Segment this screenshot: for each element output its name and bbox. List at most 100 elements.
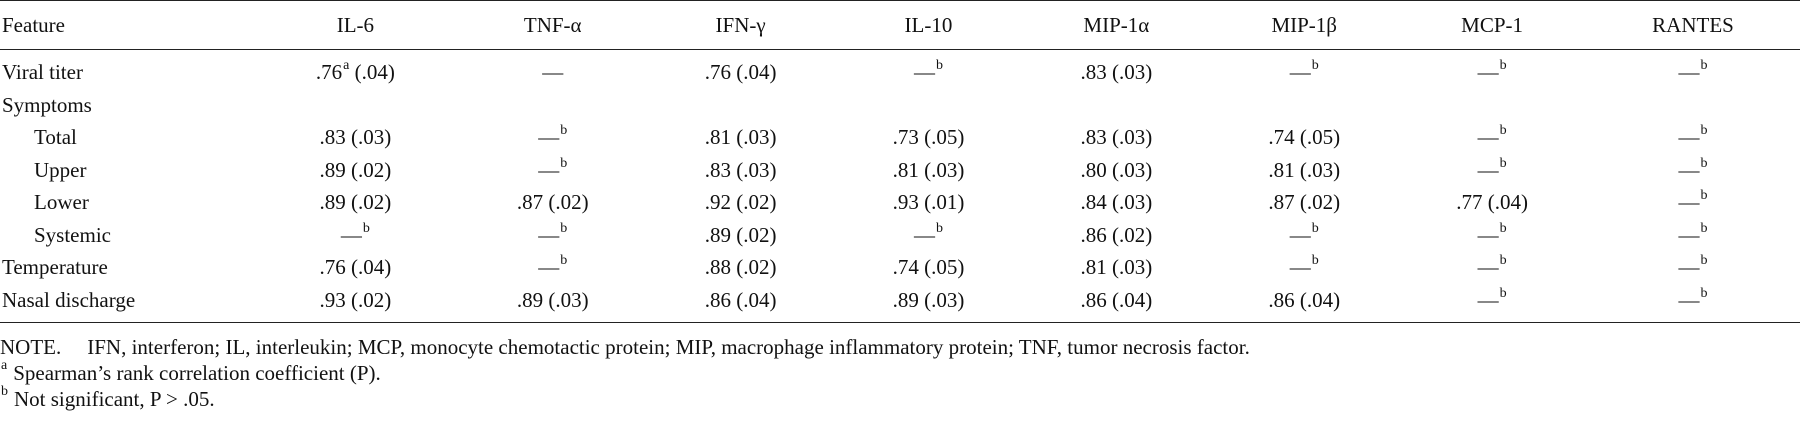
cell-value: .87 (.02) bbox=[516, 190, 589, 214]
table-cell: .83 (.03) bbox=[1022, 50, 1210, 89]
footnote-mark: a bbox=[1, 358, 8, 373]
table-cell: .87 (.02) bbox=[1210, 186, 1398, 219]
table-cell bbox=[1586, 89, 1800, 122]
cell-value: — bbox=[538, 125, 560, 149]
cell-value: — bbox=[913, 222, 935, 247]
cell-value: .93 (.02) bbox=[319, 287, 392, 312]
row-label: Viral titer bbox=[2, 60, 83, 84]
cell-value: — bbox=[913, 60, 935, 84]
cell-value: .76 (.04) bbox=[704, 60, 777, 84]
footnote-marker: b bbox=[560, 123, 568, 138]
footnote-marker: b bbox=[1700, 123, 1708, 138]
table-cell: —b bbox=[1210, 50, 1398, 89]
cell-value: .87 (.02) bbox=[1268, 190, 1341, 214]
header-row: Feature IL-6 TNF-α IFN-γ IL-10 MIP-1α MI… bbox=[0, 0, 1800, 50]
footnote-marker: b bbox=[1700, 188, 1708, 203]
cell-value: .86 (.04) bbox=[1268, 287, 1341, 312]
footnote-marker: b bbox=[1700, 155, 1708, 171]
table-cell: —b bbox=[1586, 284, 1800, 323]
table-cell: .81 (.03) bbox=[1210, 154, 1398, 187]
cell-value: .81 (.03) bbox=[704, 125, 777, 149]
table-cell: .89 (.02) bbox=[252, 186, 459, 219]
cell-value: — bbox=[1289, 255, 1311, 279]
table-cell: .73 (.05) bbox=[835, 121, 1023, 154]
footnote-marker: b bbox=[1700, 253, 1708, 268]
cell-value: .76 (.04) bbox=[319, 255, 392, 279]
table-row: Upper .89 (.02) —b .83 (.03) .81 (.03) .80 (.… bbox=[0, 154, 1800, 187]
cell-value: — bbox=[1289, 222, 1311, 247]
cell-value: .88 (.02) bbox=[704, 255, 777, 279]
cell-value: — bbox=[1477, 157, 1499, 182]
table-cell: .74 (.05) bbox=[835, 251, 1023, 284]
table-cell bbox=[647, 89, 835, 122]
footnote-marker: b bbox=[560, 155, 568, 171]
cell-value: — bbox=[538, 222, 560, 247]
cell-value: — bbox=[1678, 190, 1700, 214]
cell-value: — bbox=[1678, 255, 1700, 279]
row-label: Symptoms bbox=[2, 92, 92, 117]
cell-value: — bbox=[542, 60, 564, 84]
correlation-table: Feature IL-6 TNF-α IFN-γ IL-10 MIP-1α MI… bbox=[0, 0, 1800, 323]
cell-value: — bbox=[1477, 125, 1499, 149]
table-cell: .83 (.03) bbox=[252, 121, 459, 154]
table-cell: —b bbox=[459, 154, 647, 187]
table-cell: .77 (.04) bbox=[1398, 186, 1586, 219]
cell-value: — bbox=[1678, 222, 1700, 247]
table-cell: —b bbox=[1210, 251, 1398, 284]
table-cell bbox=[835, 89, 1023, 122]
cell-value: .84 (.03) bbox=[1080, 190, 1153, 214]
footnote-marker: b bbox=[362, 220, 370, 236]
cell-value: .76 bbox=[315, 60, 343, 84]
cell-value: .81 (.03) bbox=[892, 157, 965, 182]
footnote-marker: b bbox=[1499, 58, 1507, 73]
cell-value: .74 (.05) bbox=[892, 255, 965, 279]
table-cell: .89 (.02) bbox=[647, 219, 835, 252]
table-cell: —b bbox=[1586, 186, 1800, 219]
cell-value: .86 (.04) bbox=[1080, 287, 1153, 312]
table-row: Nasal discharge .93 (.02) .89 (.03) .86 (.0… bbox=[0, 284, 1800, 323]
table-cell: .89 (.03) bbox=[459, 284, 647, 323]
table-cell: .87 (.02) bbox=[459, 186, 647, 219]
table-cell: .76 (.04) bbox=[647, 50, 835, 89]
column-header: TNF-α bbox=[523, 12, 582, 37]
cell-value: .89 (.03) bbox=[892, 287, 965, 312]
cell-value: .73 (.05) bbox=[892, 125, 965, 149]
row-label: Nasal discharge bbox=[2, 287, 136, 312]
footnote-marker: b bbox=[1499, 220, 1507, 236]
cell-value: .74 (.05) bbox=[1268, 125, 1341, 149]
column-header: MIP-1β bbox=[1271, 12, 1337, 37]
row-label: Total bbox=[34, 125, 77, 149]
footnote-marker: b bbox=[1700, 220, 1708, 236]
table-cell: .76 (.04) bbox=[252, 251, 459, 284]
table-row: Lower .89 (.02) .87 (.02) .92 (.02) .93 (.01… bbox=[0, 186, 1800, 219]
column-header: IFN-γ bbox=[715, 12, 766, 37]
table-cell: —b bbox=[835, 50, 1023, 89]
footnote-text: Spearman’s rank correlation coefficient … bbox=[13, 361, 381, 385]
table-cell: .84 (.03) bbox=[1022, 186, 1210, 219]
cell-value: .83 (.03) bbox=[1080, 125, 1153, 149]
table-cell: .83 (.03) bbox=[647, 154, 835, 187]
table-row: Temperature .76 (.04) —b .88 (.02) .74 (.05)… bbox=[0, 251, 1800, 284]
table-cell: —b bbox=[1398, 121, 1586, 154]
footnote-a: a Spearman’s rank correlation coefficient… bbox=[0, 358, 1250, 386]
cell-value: — bbox=[1678, 125, 1700, 149]
cell-value-tail: (.04) bbox=[349, 60, 395, 84]
table-cell: —b bbox=[459, 121, 647, 154]
table-cell: .81 (.03) bbox=[647, 121, 835, 154]
cell-value: .83 (.03) bbox=[319, 125, 392, 149]
footnote-marker: b bbox=[1499, 155, 1507, 171]
table-row: Viral titer .76a (.04) — .76 (.04) —b .83 (.0… bbox=[0, 50, 1800, 89]
cell-value: .83 (.03) bbox=[704, 157, 777, 182]
table-cell: —b bbox=[1586, 121, 1800, 154]
footnote-marker: b bbox=[1311, 253, 1319, 268]
footnote-marker: b bbox=[1499, 285, 1507, 301]
footnote-marker: b bbox=[1311, 58, 1319, 73]
table-cell: —b bbox=[1398, 50, 1586, 89]
table-cell: —b bbox=[1398, 284, 1586, 323]
table-cell: —b bbox=[1398, 219, 1586, 252]
footnote-marker: b bbox=[935, 58, 943, 73]
row-label: Lower bbox=[34, 190, 89, 214]
table-cell: —b bbox=[1398, 251, 1586, 284]
table-cell bbox=[1022, 89, 1210, 122]
cell-value: .81 (.03) bbox=[1080, 255, 1153, 279]
